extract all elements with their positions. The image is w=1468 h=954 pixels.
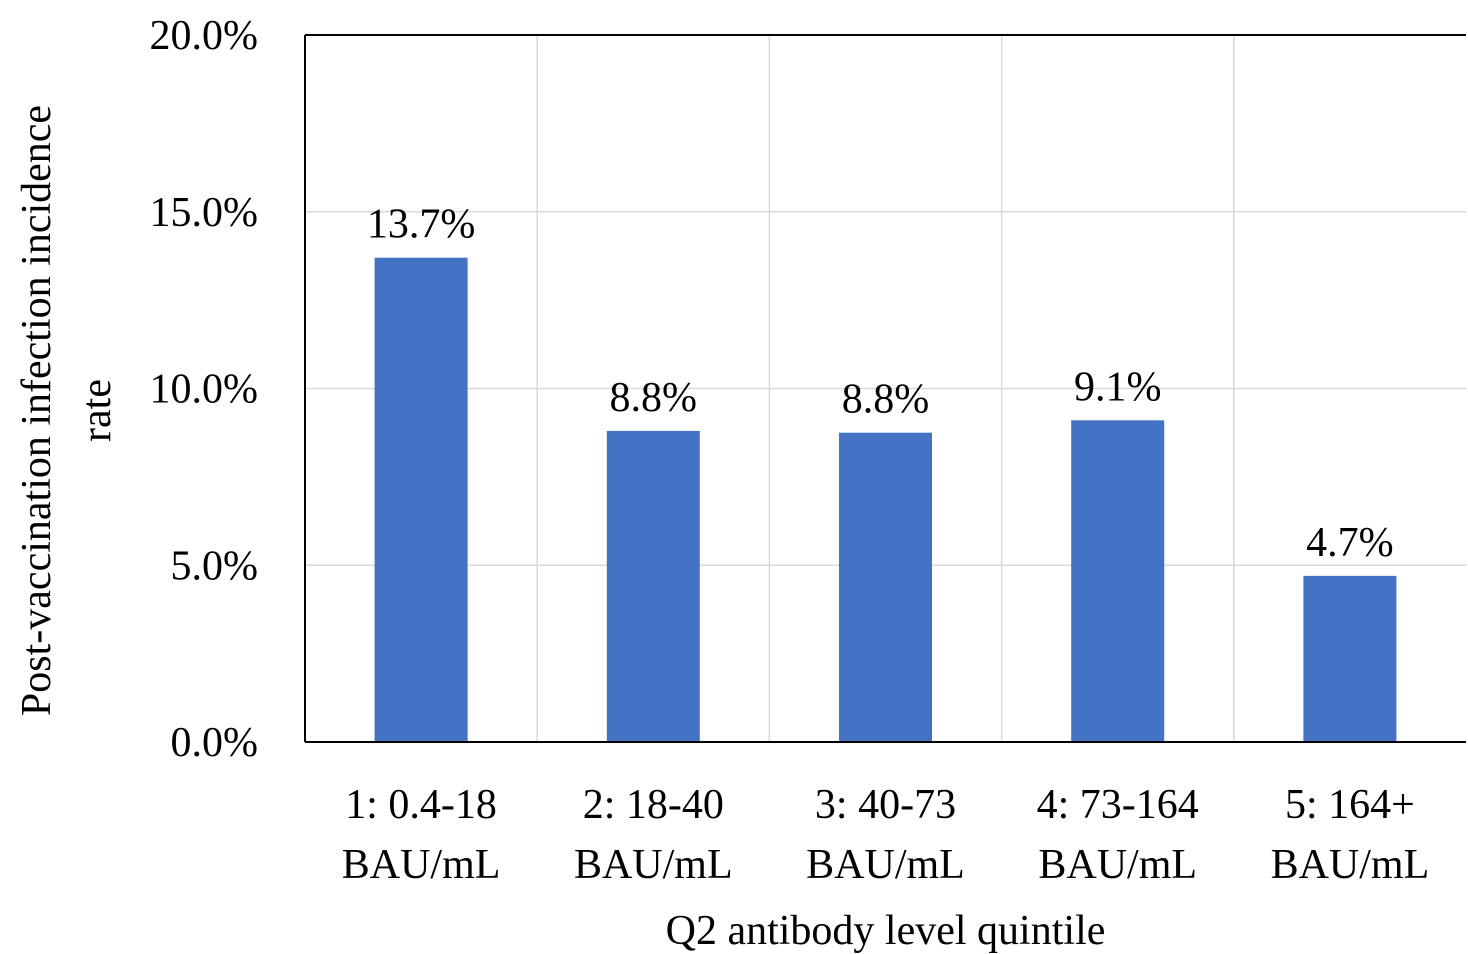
y-tick-label: 5.0% <box>171 543 259 589</box>
bar-3 <box>839 432 932 742</box>
x-category-label-4: 4: 73-164 BAU/mL <box>1037 782 1199 888</box>
y-tick-label: 10.0% <box>150 367 259 413</box>
x-category-label-3: 3: 40-73 BAU/mL <box>806 782 965 888</box>
bar-4 <box>1071 420 1165 742</box>
y-tick-label: 0.0% <box>171 720 259 766</box>
x-category-label-5: 5: 164+ BAU/mL <box>1271 782 1430 888</box>
y-tick-label: 20.0% <box>150 13 259 59</box>
y-tick-label: 15.0% <box>150 190 259 236</box>
bar-5 <box>1303 575 1397 742</box>
axes <box>304 34 1466 743</box>
data-label-5: 4.7% <box>1306 520 1394 566</box>
bar-2 <box>606 430 700 742</box>
y-axis-title: Post-vaccination infection incidence rate <box>14 105 120 716</box>
data-label-1: 13.7% <box>367 202 476 248</box>
axis-titles: Q2 antibody level quintile Post-vaccinati… <box>14 105 1105 954</box>
bar-1 <box>374 257 468 742</box>
data-label-2: 8.8% <box>610 375 698 421</box>
data-label-4: 9.1% <box>1074 364 1162 410</box>
data-label-3: 8.8% <box>842 377 930 423</box>
data-labels: 13.7% 8.8% 8.8% 9.1% 4.7% <box>367 202 1394 566</box>
x-axis-title: Q2 antibody level quintile <box>666 908 1106 954</box>
x-category-label-1: 1: 0.4-18 BAU/mL <box>342 782 501 888</box>
bars <box>374 257 1397 742</box>
y-tick-labels: 0.0% 5.0% 10.0% 15.0% 20.0% <box>150 13 259 766</box>
x-category-label-2: 2: 18-40 BAU/mL <box>574 782 733 888</box>
x-category-labels: 1: 0.4-18 BAU/mL 2: 18-40 BAU/mL 3: 40-73 BAU… <box>342 782 1429 888</box>
